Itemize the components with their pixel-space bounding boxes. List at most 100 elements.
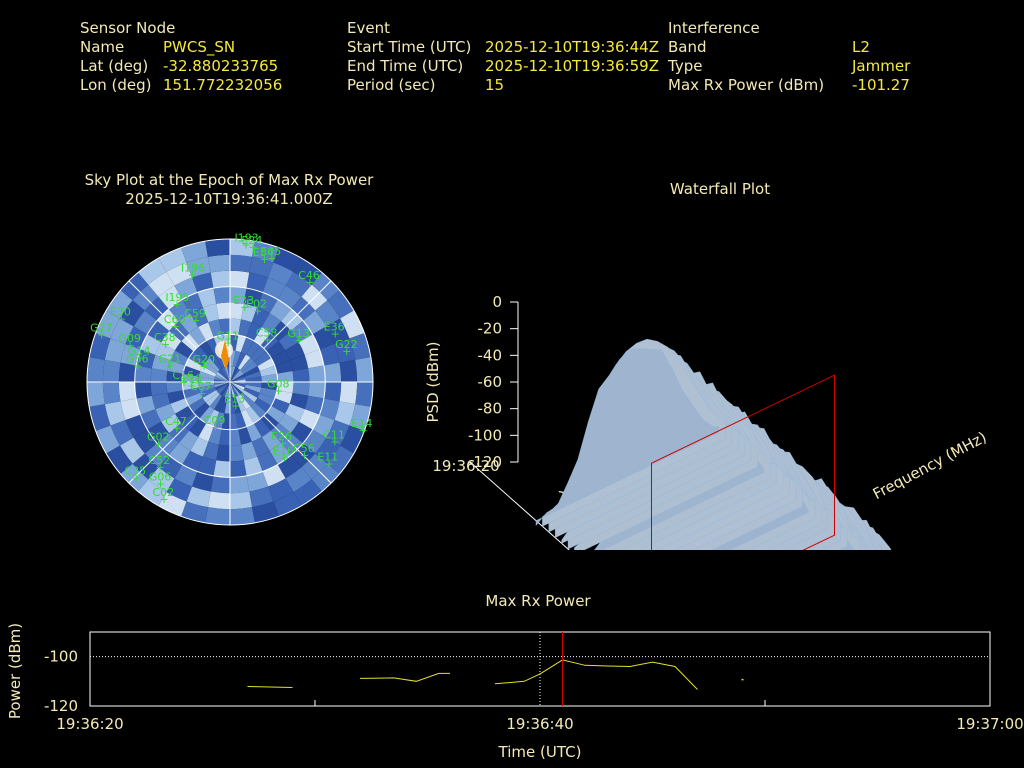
skyplot-heat-cell [161, 413, 182, 434]
skyplot-heat-cell [89, 333, 111, 360]
skyplot-heat-cell [244, 371, 262, 380]
skyplot-heat-cell [230, 397, 236, 414]
skyplot-heat-cell [235, 352, 246, 369]
waterfall-psd-tick-label: -40 [478, 346, 503, 364]
skyplot-heat-cell [230, 460, 247, 478]
skyplot-heat-cell [198, 371, 216, 380]
skyplot-heat-cell [285, 271, 312, 297]
skyplot-heat-cell [237, 394, 251, 410]
skyplot-sat-label: G09 [118, 332, 141, 345]
skyplot-heat-cell [273, 492, 302, 517]
skyplot-title: Sky Plot at the Epoch of Max Rx Power [84, 171, 374, 189]
power-ylabel: Power (dBm) [6, 623, 24, 719]
skyplot-sat-marker: + [156, 478, 165, 491]
skyplot-heat-cell [209, 394, 223, 410]
skyplot-heat-cell [166, 370, 184, 382]
skyplot-heat-cell [327, 290, 354, 319]
skyplot-sat-label: G08 [267, 377, 290, 390]
skyplot-heat-cell [158, 247, 187, 272]
skyplot-heat-cell [268, 262, 294, 286]
skyplot-sat-marker: + [248, 241, 257, 254]
power-series-line [494, 659, 698, 690]
skyplot-heat-cell [104, 401, 126, 426]
skyplot-heat-cell [167, 390, 186, 404]
skyplot-heat-cell [271, 350, 290, 366]
skyplot-heat-cell [214, 376, 230, 382]
skyplot-sat-marker: + [97, 329, 106, 342]
skyplot-heat-cell [304, 349, 324, 369]
skyplot-sat-label: G27 [90, 322, 113, 335]
skyplot-heat-cell [208, 319, 222, 338]
skyplot-heat-cell [293, 258, 322, 285]
skyplot-sat-label: E36 [324, 321, 345, 334]
skyplot-heat-cell [87, 382, 105, 407]
skyplot-heat-cell [257, 450, 278, 472]
skyplot-heat-cell [182, 450, 203, 472]
skyplot-heat-cell [245, 382, 262, 388]
skyplot-heat-cell [189, 418, 207, 438]
skyplot-heat-cell [215, 382, 230, 390]
skyplot-heat-cell [243, 288, 263, 308]
skyplot-heat-cell [230, 382, 244, 393]
skyplot-heat-cell [285, 467, 312, 493]
skyplot-heat-cell [285, 342, 305, 361]
skyplot-heat-cell [222, 367, 230, 382]
skyplot-heat-cell [243, 456, 263, 476]
skyplot-heat-cell [292, 368, 310, 382]
skyplot-heat-cell [183, 387, 201, 399]
skyplot-heat-cell [232, 350, 241, 368]
skyplot-sat-marker: + [188, 268, 197, 281]
power-x-tick-label: 19:37:00 [956, 715, 1023, 733]
skyplot-sat-label: C02 [152, 486, 174, 499]
event-start-label: Start Time (UTC) [347, 38, 472, 56]
skyplot-heat-cell [224, 397, 230, 414]
skyplot-heat-cell [140, 334, 162, 355]
skyplot-heat-cell [251, 307, 270, 327]
skyplot-heat-cell [148, 271, 175, 297]
skyplot-sat-label: E16 [273, 444, 294, 457]
skyplot-heat-cell [217, 382, 230, 395]
skyplot-sat-marker: + [133, 359, 142, 372]
power-series-point [741, 678, 744, 681]
skyplot-heat-cell [89, 404, 111, 431]
skyplot-heat-cell [102, 382, 121, 405]
skyplot-heat-cell [240, 392, 255, 407]
skyplot-heat-cell [245, 376, 262, 382]
skyplot-heat-cell [217, 369, 230, 382]
skyplot-heat-cell [230, 413, 239, 430]
skyplot-sat-label: C56 [293, 442, 315, 455]
sensor-node-title: Sensor Node [80, 19, 176, 37]
skyplot-sat-marker: + [240, 301, 249, 314]
skyplot-heat-cell [186, 486, 211, 508]
skyplot-heat-cell [205, 357, 220, 372]
skyplot-heat-cell [339, 382, 358, 405]
skyplot-sat-marker: + [263, 333, 272, 346]
skyplot-heat-cell [215, 374, 230, 382]
skyplot-heat-cell [230, 369, 243, 382]
skyplot-heat-cell [278, 330, 299, 351]
skyplot-heat-cell [245, 340, 261, 358]
waterfall-epoch-marker [651, 374, 835, 550]
skyplot-heat-cell [250, 345, 267, 362]
skyplot-heat-cell [106, 445, 133, 474]
skyplot-heat-cell [304, 395, 324, 415]
skyplot-heat-cell [230, 286, 247, 304]
skyplot-heat-cell [213, 460, 230, 478]
skyplot-heat-cell [167, 360, 186, 374]
waterfall-psd-tick-label: -60 [478, 373, 503, 391]
skyplot-heat-cell [289, 393, 309, 410]
skyplot-heat-cell [266, 341, 286, 359]
skyplot-heat-cell [319, 343, 340, 366]
skyplot-subtitle: 2025-12-10T19:36:41.000Z [125, 190, 333, 208]
sensor-lat-label: Lat (deg) [80, 57, 149, 75]
skyplot-heat-cell [230, 270, 250, 289]
skyplot-heat-cell [298, 334, 320, 355]
skyplot-heat-cell [202, 389, 218, 403]
skyplot-sat-label: I196 [181, 261, 205, 274]
skyplot-sat-marker: + [179, 376, 188, 389]
skyplot-heat-cell [214, 379, 230, 382]
skyplot-heat-cell [188, 397, 206, 413]
skyplot-heat-cell [254, 397, 272, 413]
skyplot-heat-cell [198, 384, 216, 393]
skyplot-heat-cell [134, 382, 152, 399]
